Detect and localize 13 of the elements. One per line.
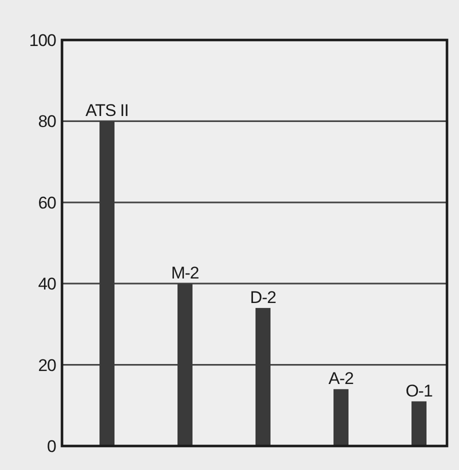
x-tick-label: D-2 <box>250 288 276 307</box>
y-tick-label: 60 <box>38 193 56 212</box>
x-tick-label: A-2 <box>328 369 354 388</box>
y-tick-label: 0 <box>47 436 56 456</box>
x-tick-label: M-2 <box>171 264 199 283</box>
y-tick-label: 20 <box>38 356 56 375</box>
y-tick-label: 40 <box>38 274 56 294</box>
x-tick-label: O-1 <box>406 381 432 400</box>
y-tick-label: 80 <box>38 112 56 132</box>
bar <box>412 401 426 446</box>
bar <box>334 389 348 446</box>
x-tick-label: ATS II <box>86 101 128 120</box>
y-tick-label: 100 <box>29 30 56 50</box>
